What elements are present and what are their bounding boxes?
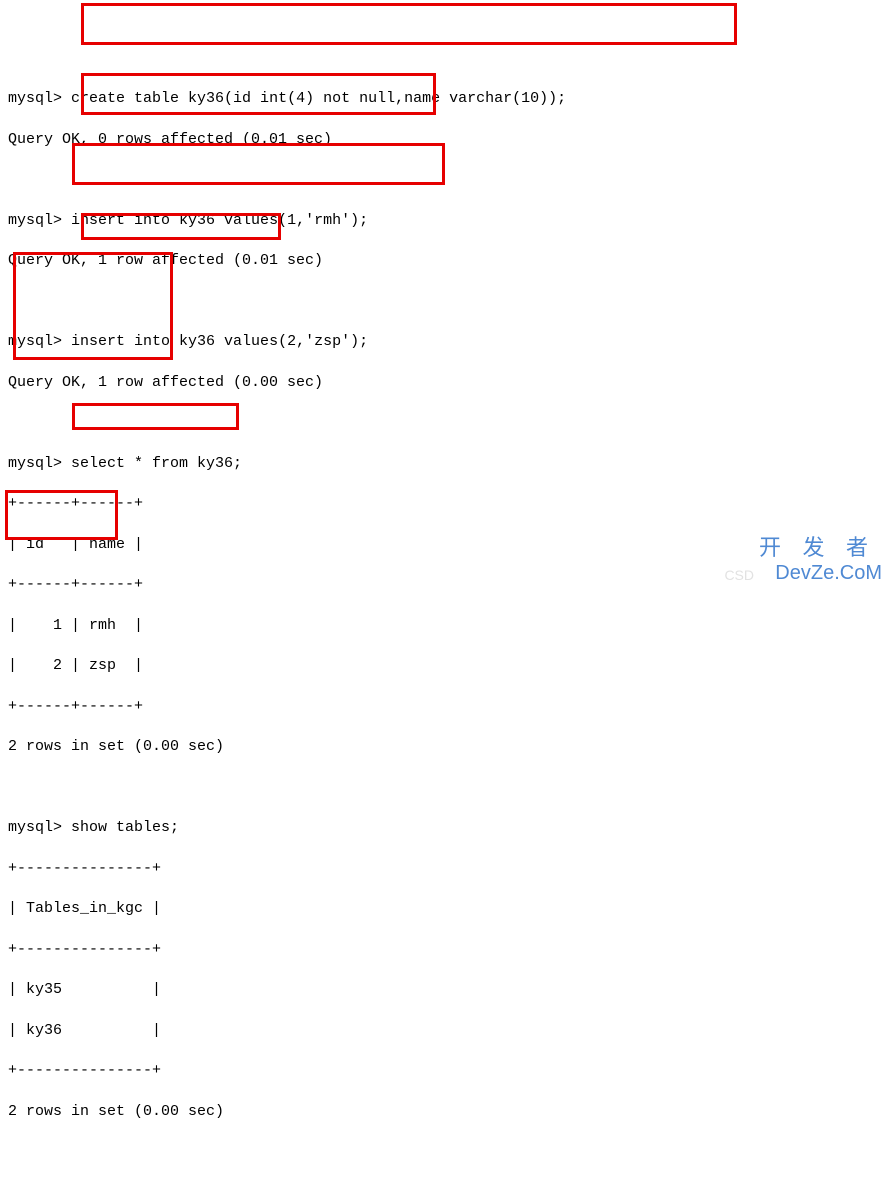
table-row: | ky35 | xyxy=(8,980,886,1000)
prompt: mysql> xyxy=(8,819,62,836)
table-header: | Tables_in_kgc | xyxy=(8,899,886,919)
table-header: | id | name | xyxy=(8,535,886,555)
sql-command: insert into ky36 values(1,'rmh'); xyxy=(71,212,368,229)
table-border: +------+------+ xyxy=(8,494,886,514)
prompt: mysql> xyxy=(8,455,62,472)
sql-command: insert into ky36 values(2,'zsp'); xyxy=(71,333,368,350)
terminal-line: Query OK, 1 row affected (0.00 sec) xyxy=(8,373,886,393)
terminal-line: Query OK, 0 rows affected (0.01 sec) xyxy=(8,130,886,150)
watermark-csd: CSD xyxy=(724,566,754,585)
terminal-line: mysql> insert into ky36 values(1,'rmh'); xyxy=(8,211,886,231)
blank-line xyxy=(8,413,886,433)
table-border: +---------------+ xyxy=(8,1061,886,1081)
table-border: +---------------+ xyxy=(8,859,886,879)
blank-line xyxy=(8,292,886,312)
terminal-line: Query OK, 1 row affected (0.01 sec) xyxy=(8,251,886,271)
table-row: | ky36 | xyxy=(8,1021,886,1041)
watermark-en: DevZe.CoM xyxy=(775,560,882,587)
highlight-box xyxy=(81,3,737,45)
result-footer: 2 rows in set (0.00 sec) xyxy=(8,1102,886,1122)
table-border: +------+------+ xyxy=(8,697,886,717)
sql-command: show tables; xyxy=(71,819,179,836)
result-footer: 2 rows in set (0.00 sec) xyxy=(8,737,886,757)
sql-command: create table ky36(id int(4) not null,nam… xyxy=(71,90,566,107)
blank-line xyxy=(8,778,886,798)
table-row: | 2 | zsp | xyxy=(8,656,886,676)
table-row: | 1 | rmh | xyxy=(8,616,886,636)
terminal-line: mysql> insert into ky36 values(2,'zsp'); xyxy=(8,332,886,352)
terminal-line: mysql> show tables; xyxy=(8,818,886,838)
table-border: +---------------+ xyxy=(8,940,886,960)
terminal-line: mysql> select * from ky36; xyxy=(8,454,886,474)
table-border: +------+------+ xyxy=(8,575,886,595)
prompt: mysql> xyxy=(8,90,62,107)
terminal-line: mysql> create table ky36(id int(4) not n… xyxy=(8,89,886,109)
blank-line xyxy=(8,170,886,190)
prompt: mysql> xyxy=(8,212,62,229)
prompt: mysql> xyxy=(8,333,62,350)
sql-command: select * from ky36; xyxy=(71,455,242,472)
watermark-cn: 开 发 者 xyxy=(759,533,876,563)
